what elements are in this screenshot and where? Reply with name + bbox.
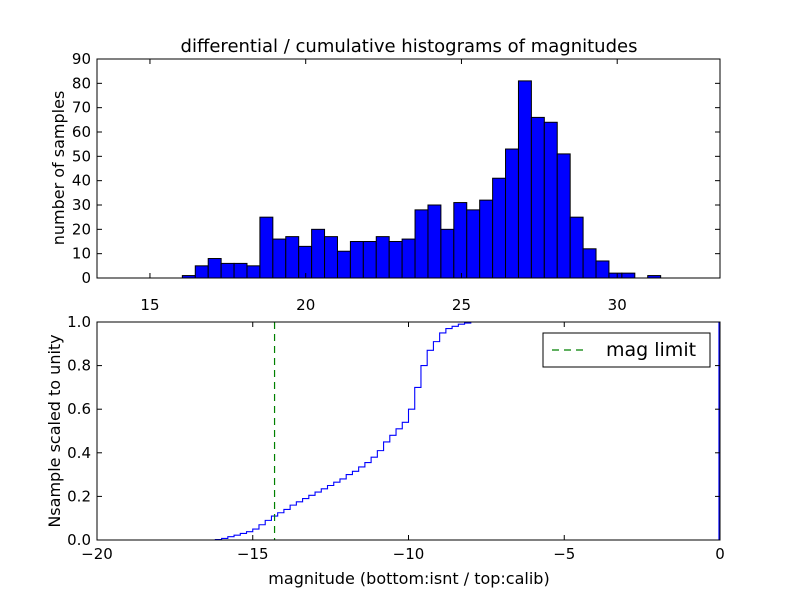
y-tick-label: 10: [72, 245, 91, 263]
bottom-cumulative: 0.0 0.2 0.4 0.6 0.8 1.0 −20 −15 −10 −5 0 Nsample …: [45, 313, 725, 588]
y-tick-label: 0.0: [67, 531, 91, 549]
histogram-bar: [414, 209, 429, 279]
histogram-bar: [207, 258, 222, 279]
bottom-x-axis-label: magnitude (bottom:isnt / top:calib): [268, 569, 549, 588]
histogram-bar: [440, 228, 455, 279]
histogram-bar: [388, 241, 403, 279]
legend: mag limit: [542, 332, 711, 368]
histogram-bar: [608, 272, 623, 279]
histogram-bar: [505, 148, 519, 279]
y-tick-label: 80: [72, 74, 91, 92]
y-tick-label: 40: [72, 172, 91, 190]
top-x-ticks: 15 20 25 30: [140, 59, 627, 314]
histogram-bar: [595, 260, 610, 279]
y-tick-label: 60: [72, 123, 91, 141]
y-tick-label: 30: [72, 196, 91, 214]
y-tick-label: 70: [72, 99, 91, 117]
cumulative-step-line: [97, 321, 720, 541]
bottom-x-ticks: −20 −15 −10 −5 0: [81, 322, 725, 563]
histogram-bar: [530, 116, 545, 279]
histogram-bar: [220, 262, 235, 279]
histogram-bar: [453, 202, 468, 279]
x-tick-label: 30: [608, 296, 627, 314]
histogram-bar: [556, 153, 571, 279]
y-tick-label: 0: [81, 269, 91, 287]
legend-label: mag limit: [606, 339, 696, 361]
cumulative-line-layer: [97, 321, 720, 541]
top-axes-frame: [96, 58, 721, 279]
x-tick-label: 25: [452, 296, 471, 314]
histogram-bar: [517, 80, 532, 279]
histogram-bar: [324, 236, 338, 279]
histogram-bar: [246, 265, 261, 279]
x-tick-label: −5: [553, 545, 575, 563]
histogram-bar: [362, 241, 377, 279]
histogram-bar: [336, 250, 351, 279]
histogram-bar: [479, 199, 494, 279]
bottom-y-ticks: 0.0 0.2 0.4 0.6 0.8 1.0: [67, 313, 720, 549]
x-tick-label: 20: [296, 296, 315, 314]
histogram-bar: [298, 245, 313, 279]
histogram-bar: [233, 262, 248, 279]
chart-title: differential / cumulative histograms of …: [181, 36, 638, 57]
histogram-bar: [569, 216, 584, 279]
histogram-bar: [349, 241, 364, 279]
histogram-bar: [401, 238, 416, 279]
x-tick-label: −15: [237, 545, 269, 563]
y-tick-label: 20: [72, 220, 91, 238]
x-tick-label: −20: [81, 545, 113, 563]
histogram-bar: [375, 236, 390, 279]
histogram-bar: [621, 272, 636, 279]
histogram-bar: [466, 209, 481, 279]
histogram-bar: [272, 238, 287, 279]
y-tick-label: 0.6: [67, 400, 91, 418]
y-tick-label: 0.2: [67, 487, 91, 505]
histogram-bar: [259, 216, 274, 279]
histogram-bar: [194, 265, 209, 279]
y-tick-label: 50: [72, 147, 91, 165]
x-tick-label: −10: [393, 545, 425, 563]
histogram-bar: [492, 177, 507, 279]
y-tick-label: 0.4: [67, 444, 91, 462]
y-tick-label: 1.0: [67, 313, 91, 331]
histogram-bar: [311, 228, 326, 279]
histogram-bar: [582, 248, 597, 279]
top-histogram: differential / cumulative histograms of …: [49, 36, 721, 314]
histogram-bar: [543, 121, 558, 279]
x-tick-label: 0: [715, 545, 725, 563]
histogram-bar: [427, 204, 442, 279]
y-tick-label: 90: [72, 50, 91, 68]
histogram-bars: [181, 80, 662, 279]
bottom-y-axis-label: Nsample scaled to unity: [45, 334, 64, 527]
top-y-axis-label: number of samples: [49, 91, 68, 246]
histogram-bar: [285, 236, 300, 279]
top-y-ticks: 0 10 20 30 40 50 60 70 80 90: [72, 50, 720, 287]
y-tick-label: 0.8: [67, 357, 91, 375]
x-tick-label: 15: [140, 296, 159, 314]
